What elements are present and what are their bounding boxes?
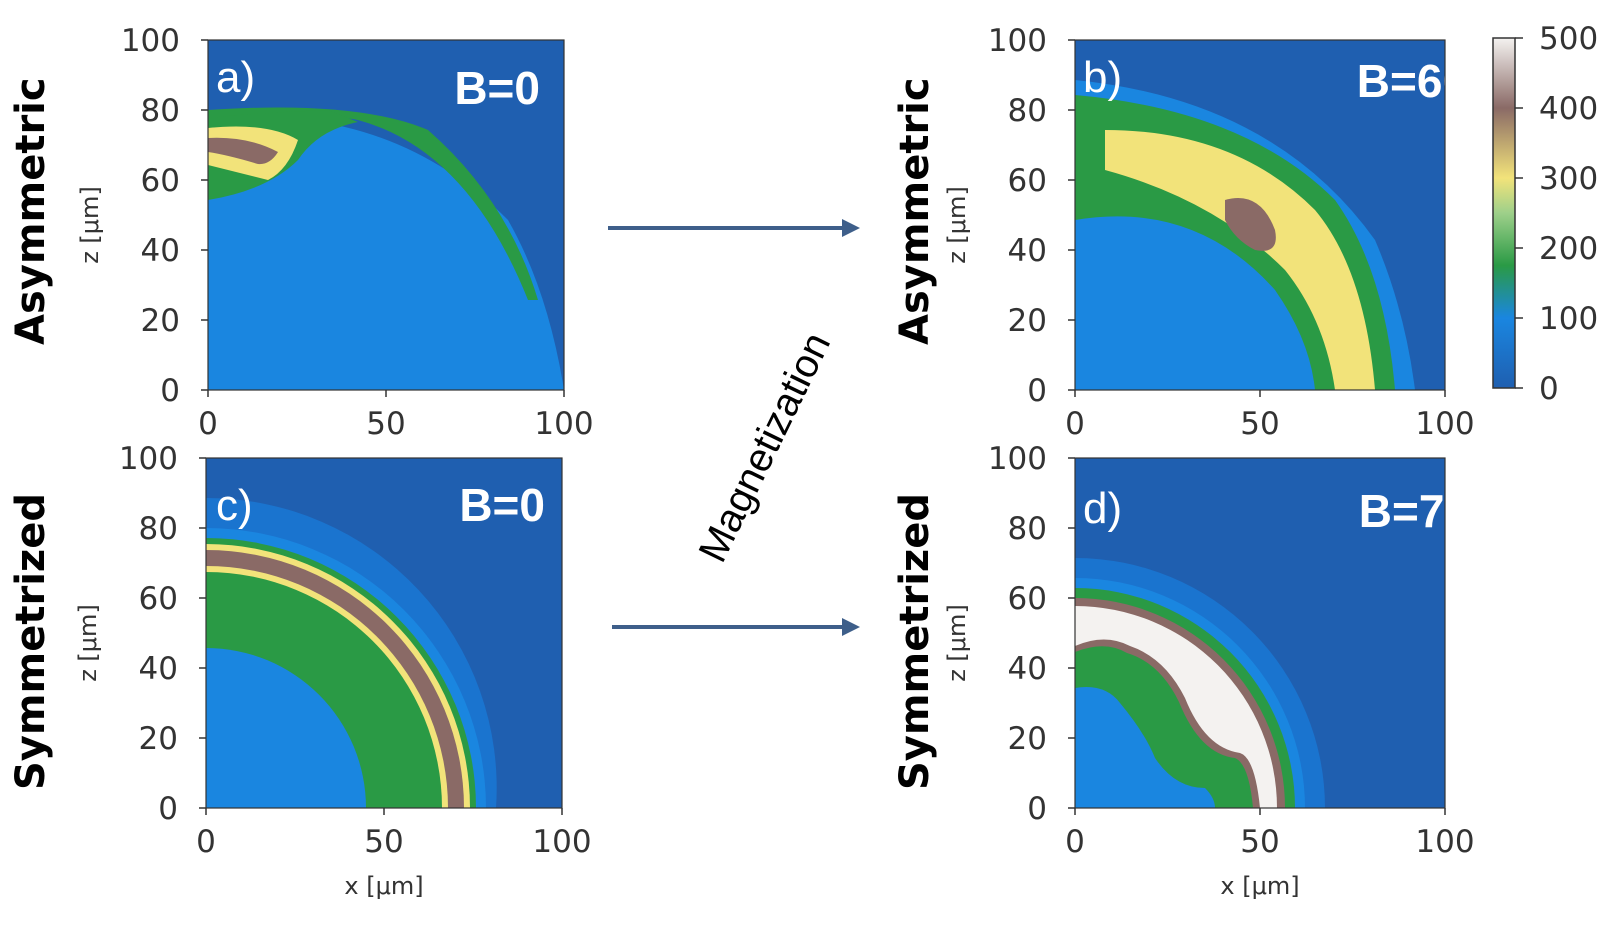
arrow-bottom [612,618,860,636]
panel-label-b: b) [1083,53,1122,102]
colorbar-tick-label: 400 [1539,91,1598,127]
heatmap-core [206,648,366,808]
panel-label-d: d) [1083,484,1122,533]
y-tick-label: 20 [1008,303,1047,339]
y-tick-label: 0 [160,373,180,409]
y-axis-label: z [μm] [74,604,102,682]
y-tick-label: 60 [1008,581,1047,617]
x-tick-label: 0 [196,824,216,860]
y-tick-label: 20 [141,303,180,339]
colorbar-tick-label: 300 [1539,161,1598,197]
panel-label-c: c) [216,481,253,530]
x-tick-label: 50 [364,824,403,860]
colorbar [1492,37,1516,389]
axes-panel-0: 0 50 100 0 20 40 60 80 100 z [μm] [76,23,594,442]
x-tick-label: 50 [1240,824,1279,860]
y-tick-label: 80 [1008,93,1047,129]
y-tick-label: 100 [988,441,1047,477]
y-tick-label: 0 [158,791,178,827]
y-tick-label: 40 [1008,651,1047,687]
y-tick-label: 100 [121,23,180,59]
y-tick-label: 60 [1008,163,1047,199]
colorbar-tick-label: 0 [1539,371,1559,407]
magnetization-label: Magnetization [691,326,840,569]
panel-c [206,458,562,808]
x-tick-label: 0 [1065,824,1085,860]
panel-b [1075,40,1445,390]
heatmap-peak-brown [1225,198,1276,251]
panel-d [1075,458,1445,808]
y-tick-label: 80 [141,93,180,129]
heatmap-band-yellow [1105,130,1375,390]
colorbar-tick-label: 500 [1539,21,1598,57]
arrow-top [608,219,860,237]
x-axis-label: x [μm] [1220,872,1299,900]
axes-layer: 0 50 100 0 20 40 60 80 100 z [μm] 0 50 100 0 20 40 60 80 1… [74,21,1598,900]
x-tick-label: 0 [198,406,218,442]
colorbar-gradient [1492,37,1516,389]
y-tick-label: 40 [141,233,180,269]
x-tick-label: 50 [366,406,405,442]
row-label-asymmetric-left: Asymmetric [8,77,54,345]
x-tick-label: 100 [1415,824,1474,860]
y-tick-label: 100 [119,441,178,477]
y-tick-label: 60 [139,581,178,617]
x-axis-label: x [μm] [344,872,423,900]
heatmap-inner-region [208,117,564,390]
y-tick-label: 80 [139,511,178,547]
x-tick-label: 100 [534,406,593,442]
annotation-b: B=60 [1357,55,1468,107]
y-tick-label: 0 [1027,373,1047,409]
y-axis-label: z [μm] [943,604,971,682]
row-label-symmetrized-right: Symmetrized [892,493,938,790]
panel-label-a: a) [216,53,255,102]
y-axis-label: z [μm] [943,186,971,264]
y-tick-label: 40 [1008,233,1047,269]
y-tick-label: 0 [1027,791,1047,827]
annotation-c: B=0 [459,479,545,531]
heatmap-peak-brown [208,137,278,165]
y-tick-label: 60 [141,163,180,199]
annotation-d: B=70 [1359,485,1470,537]
x-tick-label: 50 [1240,406,1279,442]
axes-panel-2: 0 50 100 0 20 40 60 80 100 z [μm] x [μm] [74,441,592,900]
y-tick-label: 20 [1008,721,1047,757]
x-tick-label: 100 [1415,406,1474,442]
x-tick-label: 100 [532,824,591,860]
annotation-a: B=0 [454,62,540,114]
row-label-symmetrized-left: Symmetrized [8,493,54,790]
heatmap-core [1075,687,1215,808]
y-tick-label: 80 [1008,511,1047,547]
colorbar-tick-label: 100 [1539,301,1598,337]
y-axis-label: z [μm] [76,186,104,264]
x-tick-label: 0 [1065,406,1085,442]
y-tick-label: 20 [139,721,178,757]
axes-panel-1: 0 50 100 0 20 40 60 80 100 z [μm] 0 100 200 300 400 500 [943,21,1598,442]
colorbar-tick-label: 200 [1539,231,1598,267]
axes-panel-3: 0 50 100 0 20 40 60 80 100 z [μm] x [μm] [943,441,1475,900]
panel-a [208,40,564,390]
y-tick-label: 40 [139,651,178,687]
row-label-asymmetric-right: Asymmetric [892,77,938,345]
y-tick-label: 100 [988,23,1047,59]
